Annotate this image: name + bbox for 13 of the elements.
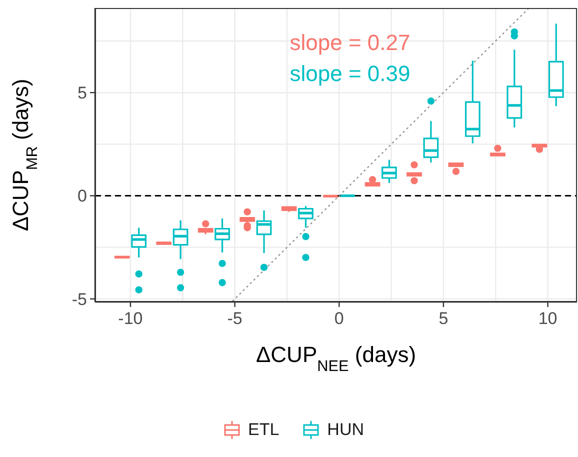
annotation: slope = 0.27	[288, 30, 412, 56]
legend-label: HUN	[327, 420, 364, 440]
x-axis-title: ΔCUP$_{NEE}$ (days)	[256, 342, 416, 374]
x-tick-label: 0	[334, 309, 344, 328]
x-tick-label: 10	[538, 309, 558, 328]
x-tick-label: -5	[227, 309, 242, 328]
y-tick-label: 5	[78, 84, 87, 103]
x-tick-label: 5	[438, 309, 448, 328]
legend-label: ETL	[248, 420, 280, 440]
annotation: slope = 0.39	[288, 61, 412, 87]
y-tick-label: -5	[72, 290, 87, 309]
x-tick-label: -10	[118, 309, 143, 328]
y-tick-label: 0	[78, 186, 87, 206]
